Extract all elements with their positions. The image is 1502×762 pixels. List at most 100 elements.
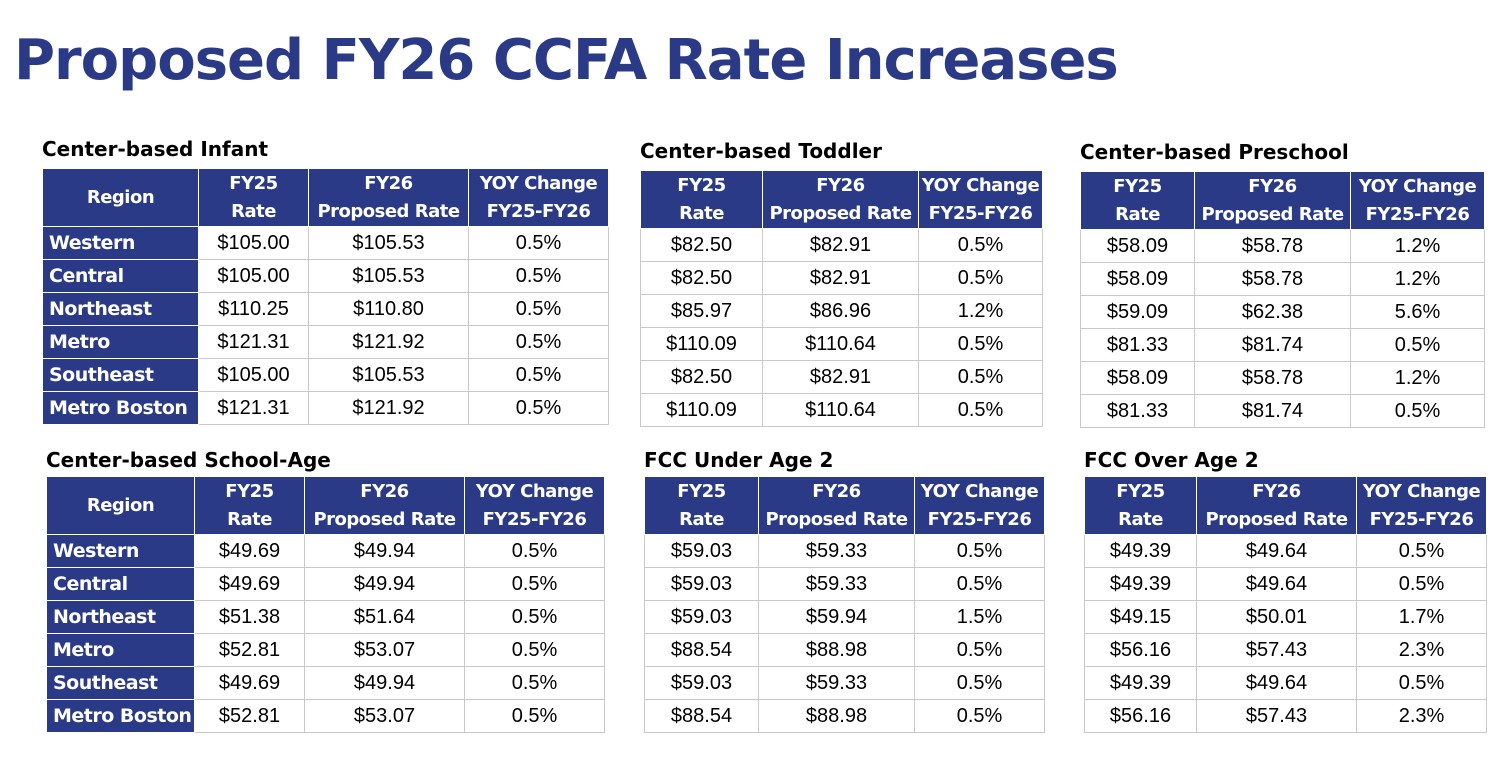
fy25-rate-cell: $110.09	[640, 327, 763, 361]
region-label: Northeast	[42, 292, 199, 326]
fy26-rate-cell: $88.98	[758, 633, 915, 667]
header-fy25-rate: FY25 Rate	[198, 168, 309, 227]
fy25-rate-cell: $121.31	[198, 391, 309, 425]
fy26-rate-cell: $49.94	[304, 534, 465, 568]
yoy-change-cell: 0.5%	[914, 633, 1045, 667]
fy25-rate-cell: $49.39	[1084, 534, 1197, 568]
fy26-rate-cell: $81.74	[1194, 394, 1351, 428]
header-yoy-change: YOY Change FY25-FY26	[468, 168, 609, 227]
table-row: $49.15 $50.01 1.7%	[1084, 600, 1487, 634]
header-row: Region FY25 Rate FY26 Proposed Rate YOY Chang…	[42, 168, 609, 227]
fy26-rate-cell: $49.64	[1196, 567, 1357, 601]
table-row: $58.09 $58.78 1.2%	[1080, 229, 1485, 263]
fy25-rate-cell: $110.25	[198, 292, 309, 326]
fy26-rate-cell: $105.53	[308, 358, 469, 392]
table-row: $88.54 $88.98 0.5%	[644, 633, 1045, 667]
table-block-preschool: Center-based Preschool FY25 Rate FY26 Propo…	[1080, 139, 1485, 428]
table-block-fcc-under-2: FCC Under Age 2 FY25 Rate FY26 Proposed Rat…	[644, 447, 1045, 733]
table-row: $58.09 $58.78 1.2%	[1080, 262, 1485, 296]
fy25-rate-cell: $59.03	[644, 567, 759, 601]
fy26-rate-cell: $110.64	[762, 327, 919, 361]
table-title: Center-based School-Age	[46, 448, 331, 472]
yoy-change-cell: 0.5%	[918, 360, 1043, 394]
rate-table: FY25 Rate FY26 Proposed Rate YOY Change FY25-…	[644, 476, 1045, 733]
fy25-rate-cell: $49.69	[194, 666, 305, 700]
header-fy25-rate: FY25 Rate	[1080, 171, 1195, 230]
fy25-rate-cell: $58.09	[1080, 229, 1195, 263]
header-fy26-proposed-rate: FY26 Proposed Rate	[308, 168, 469, 227]
region-label: Western	[46, 534, 195, 568]
table-row: Central $49.69 $49.94 0.5%	[46, 567, 605, 601]
fy26-rate-cell: $58.78	[1194, 229, 1351, 263]
fy25-rate-cell: $59.03	[644, 600, 759, 634]
yoy-change-cell: 1.7%	[1356, 600, 1487, 634]
header-fy25-rate: FY25 Rate	[644, 476, 759, 535]
region-label: Metro	[42, 325, 199, 359]
header-row: FY25 Rate FY26 Proposed Rate YOY Change FY25-…	[1080, 171, 1485, 230]
yoy-change-cell: 1.2%	[1350, 229, 1485, 263]
table-row: Western $49.69 $49.94 0.5%	[46, 534, 605, 568]
header-region: Region	[46, 476, 195, 535]
fy26-rate-cell: $53.07	[304, 633, 465, 667]
table-row: $88.54 $88.98 0.5%	[644, 699, 1045, 733]
fy26-rate-cell: $59.33	[758, 567, 915, 601]
fy26-rate-cell: $86.96	[762, 294, 919, 328]
fy26-rate-cell: $121.92	[308, 325, 469, 359]
header-yoy-change: YOY Change FY25-FY26	[1350, 171, 1485, 230]
rate-table: FY25 Rate FY26 Proposed Rate YOY Change FY25-…	[1084, 476, 1487, 733]
header-fy25-rate: FY25 Rate	[640, 170, 763, 229]
region-label: Southeast	[42, 358, 199, 392]
table-row: $85.97 $86.96 1.2%	[640, 294, 1043, 328]
header-fy26-proposed-rate: FY26 Proposed Rate	[762, 170, 919, 229]
fy26-rate-cell: $49.64	[1196, 666, 1357, 700]
region-label: Central	[46, 567, 195, 601]
yoy-change-cell: 0.5%	[468, 292, 609, 326]
fy25-rate-cell: $49.39	[1084, 666, 1197, 700]
yoy-change-cell: 0.5%	[918, 228, 1043, 262]
table-row: Metro Boston $121.31 $121.92 0.5%	[42, 391, 609, 425]
yoy-change-cell: 0.5%	[468, 259, 609, 293]
fy25-rate-cell: $56.16	[1084, 633, 1197, 667]
fy25-rate-cell: $59.03	[644, 534, 759, 568]
yoy-change-cell: 0.5%	[918, 327, 1043, 361]
yoy-change-cell: 0.5%	[468, 391, 609, 425]
fy25-rate-cell: $58.09	[1080, 361, 1195, 395]
fy25-rate-cell: $81.33	[1080, 394, 1195, 428]
fy26-rate-cell: $49.94	[304, 666, 465, 700]
fy25-rate-cell: $59.03	[644, 666, 759, 700]
yoy-change-cell: 1.2%	[1350, 361, 1485, 395]
region-label: Northeast	[46, 600, 195, 634]
yoy-change-cell: 0.5%	[464, 600, 605, 634]
rate-table: Region FY25 Rate FY26 Proposed Rate YOY Chang…	[42, 168, 609, 425]
fy25-rate-cell: $59.09	[1080, 295, 1195, 329]
yoy-change-cell: 0.5%	[464, 633, 605, 667]
yoy-change-cell: 0.5%	[1356, 567, 1487, 601]
fy25-rate-cell: $49.39	[1084, 567, 1197, 601]
fy25-rate-cell: $81.33	[1080, 328, 1195, 362]
table-row: $49.39 $49.64 0.5%	[1084, 666, 1487, 700]
region-label: Southeast	[46, 666, 195, 700]
table-title: Center-based Preschool	[1080, 140, 1349, 164]
yoy-change-cell: 0.5%	[464, 567, 605, 601]
fy26-rate-cell: $82.91	[762, 360, 919, 394]
fy26-rate-cell: $82.91	[762, 228, 919, 262]
yoy-change-cell: 1.2%	[918, 294, 1043, 328]
fy25-rate-cell: $49.69	[194, 567, 305, 601]
page-title: Proposed FY26 CCFA Rate Increases	[14, 28, 1119, 93]
rate-table: FY25 Rate FY26 Proposed Rate YOY Change FY25-…	[1080, 171, 1485, 428]
fy25-rate-cell: $51.38	[194, 600, 305, 634]
table-row: Metro $52.81 $53.07 0.5%	[46, 633, 605, 667]
yoy-change-cell: 0.5%	[1356, 666, 1487, 700]
table-title: FCC Over Age 2	[1084, 448, 1259, 472]
fy26-rate-cell: $58.78	[1194, 361, 1351, 395]
yoy-change-cell: 0.5%	[918, 261, 1043, 295]
table-row: $59.03 $59.33 0.5%	[644, 534, 1045, 568]
header-row: FY25 Rate FY26 Proposed Rate YOY Change FY25-…	[640, 170, 1043, 229]
fy26-rate-cell: $105.53	[308, 259, 469, 293]
yoy-change-cell: 0.5%	[464, 534, 605, 568]
region-label: Metro Boston	[42, 391, 199, 425]
fy26-rate-cell: $88.98	[758, 699, 915, 733]
table-title: Center-based Toddler	[640, 139, 882, 163]
yoy-change-cell: 0.5%	[468, 358, 609, 392]
yoy-change-cell: 0.5%	[468, 226, 609, 260]
